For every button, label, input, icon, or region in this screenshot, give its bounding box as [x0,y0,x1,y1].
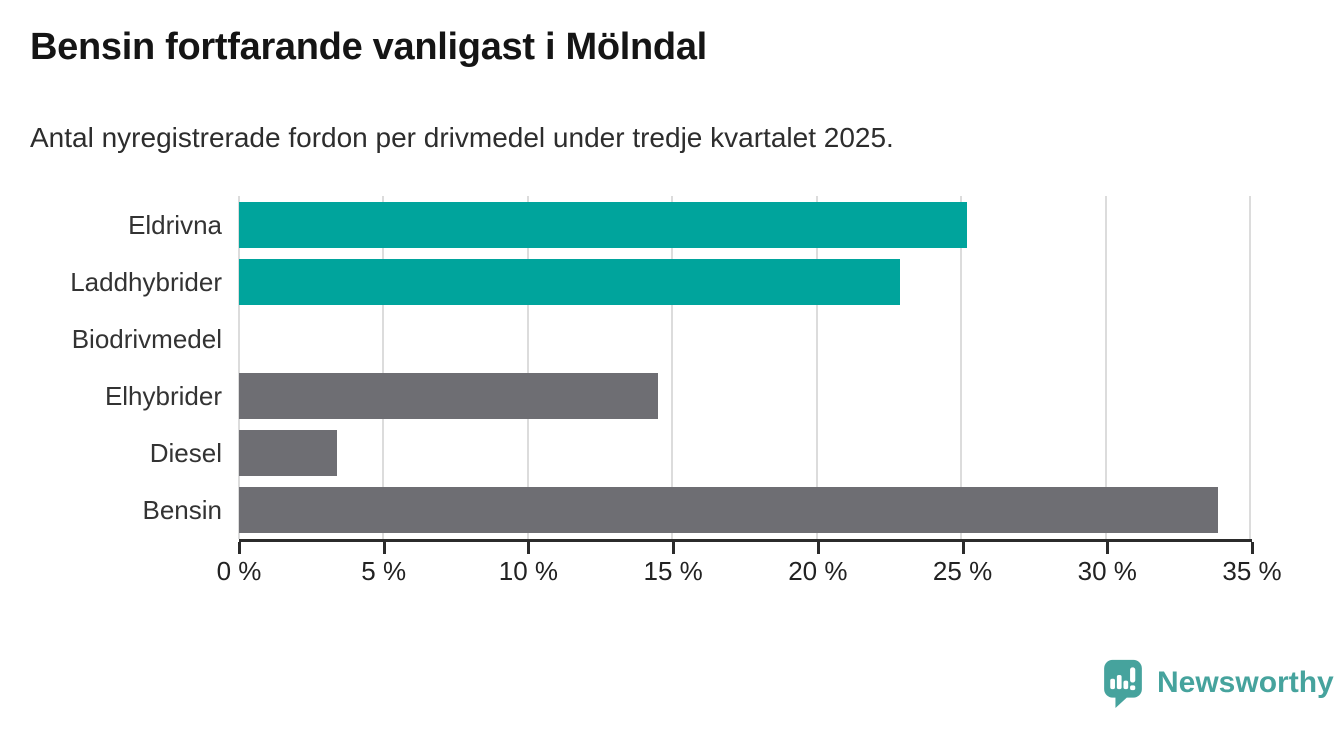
gridline [382,196,385,539]
gridline [526,196,529,539]
bar-row: Elhybrider [105,373,1250,420]
bar-eldrivna [239,201,967,248]
axis-tick [672,542,676,554]
category-label: Eldrivna [128,209,222,240]
gridline [238,196,240,539]
axis-tick-label: 15 % [643,556,703,586]
axis-tick [382,542,386,554]
axis-tick [238,542,241,554]
axis-tick-label: 25 % [932,556,993,586]
axis-tick [1251,542,1254,554]
brand-name: Newsworthy [1157,666,1334,699]
category-label: Bensin [142,495,223,526]
category-label: Biodrivmedel [71,323,222,354]
gridline [1104,196,1107,539]
bar-row: Eldrivna [128,201,1250,248]
logo-bar-2 [1116,674,1122,690]
axis-tick-label: 20 % [788,556,848,586]
x-axis-line [239,539,1252,542]
bar-bensin [239,487,1219,534]
axis-tick-label: 30 % [1077,556,1137,586]
axis-tick-label: 10 % [498,556,559,586]
logo-exclamation-rod [1130,667,1136,683]
axis-tick-label: 35 % [1222,556,1282,586]
category-label: Laddhybrider [70,266,222,297]
bar-laddhybrider [239,258,901,305]
axis-tick-label: 0 % [216,556,262,586]
category-label: Elhybrider [104,381,222,412]
chart-title: Bensin fortfarande vanligast i Mölndal [30,26,707,68]
axis-tick [961,542,965,554]
logo-bar-1 [1110,678,1115,690]
gridline [1249,196,1251,539]
bar-elhybrider [239,373,658,420]
axis-tick [1106,542,1110,554]
axis-tick [816,542,820,554]
bar-row: Biodrivmedel [72,316,1250,362]
chart-subtitle: Antal nyregistrerade fordon per drivmede… [30,122,894,153]
logo-exclamation-dot [1130,685,1136,691]
gridline [671,196,674,539]
logo-bar-3 [1123,680,1129,690]
logo-pin-shape [1104,659,1142,708]
category-label: Diesel [149,438,222,469]
brand-footer: Newsworthy [1100,658,1334,708]
bar-row: Diesel [150,430,1250,477]
newsworthy-logo-icon [1104,659,1142,708]
bar-row: Laddhybrider [70,258,1250,305]
x-axis: 0 % 5 % 10 % 15 % 20 % 25 % 30 % 35 % [217,539,1282,586]
bar-row: Bensin [143,487,1250,534]
gridline [815,196,818,539]
gridline [960,196,963,539]
bar-diesel [239,430,338,477]
axis-tick [527,542,531,554]
plot-area: Eldrivna Laddhybrider Biodrivmedel Elhybrid… [70,196,1251,539]
axis-tick-label: 5 % [361,556,407,586]
